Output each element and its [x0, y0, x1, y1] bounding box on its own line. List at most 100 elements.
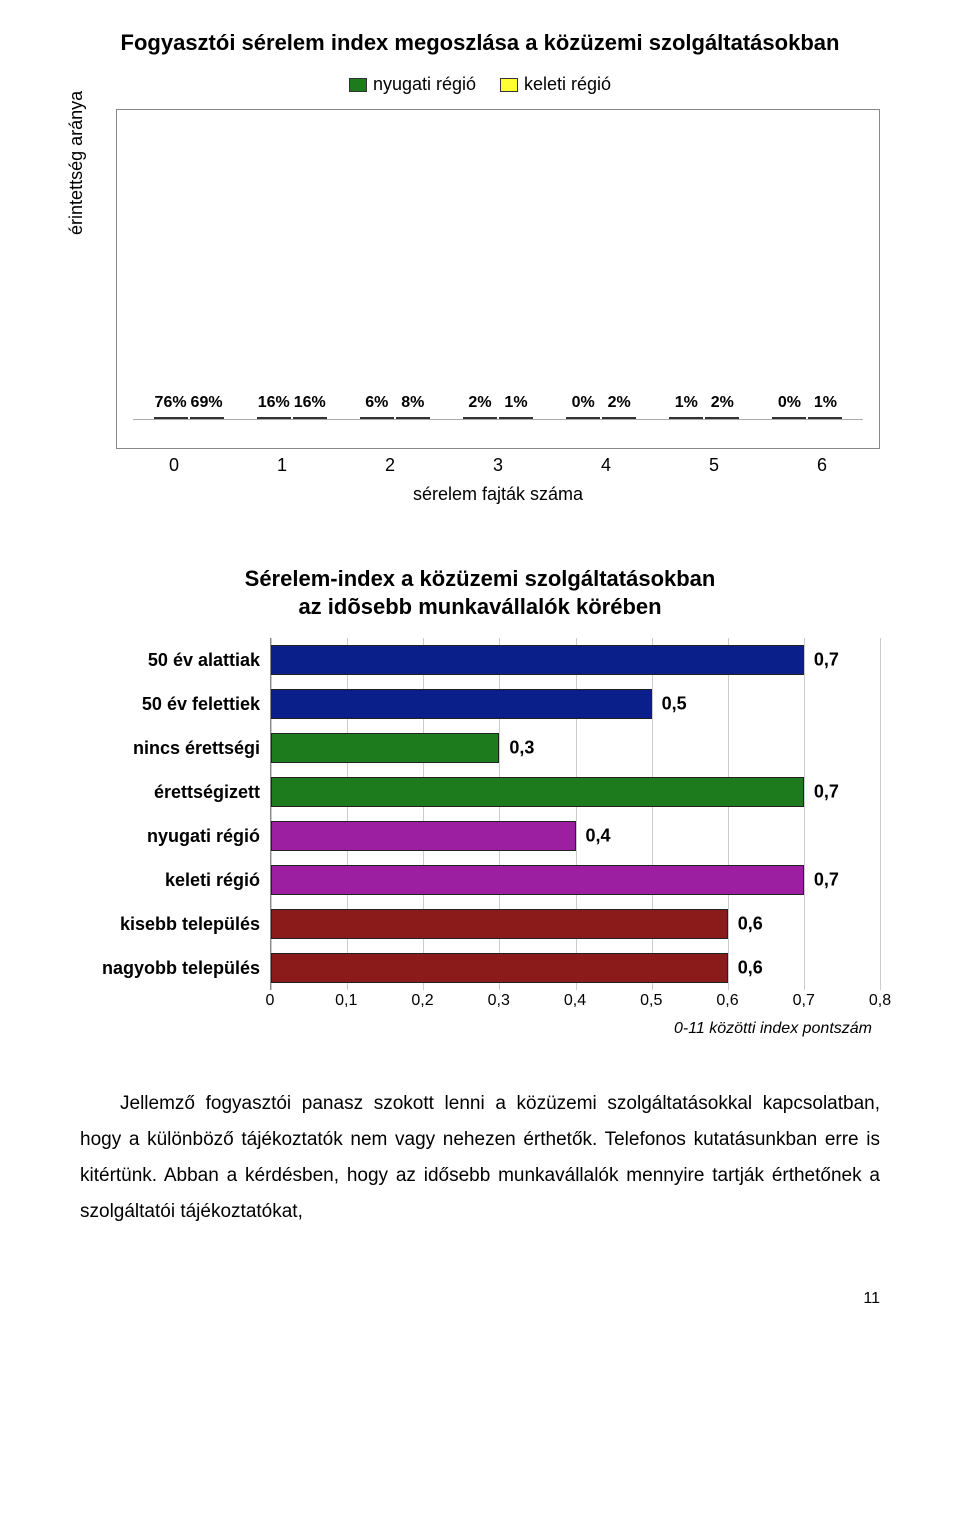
chart1-bar-label: 2% — [468, 394, 491, 412]
chart1-group: 6%8% — [343, 417, 446, 419]
chart2-row: nagyobb település — [80, 946, 270, 990]
chart2-title: Sérelem-index a közüzemi szolgáltatásokb… — [80, 565, 880, 620]
chart2-x-tick: 0,5 — [640, 992, 662, 1010]
chart2-bar-value: 0,7 — [814, 650, 839, 671]
chart1-bar-label: 2% — [608, 394, 631, 412]
body-paragraph: Jellemző fogyasztói panasz szokott lenni… — [80, 1086, 880, 1230]
chart1-bar-label: 16% — [258, 394, 290, 412]
chart1-bar: 6% — [360, 417, 394, 419]
chart2-bar-value: 0,6 — [738, 958, 763, 979]
chart1-bar: 1% — [499, 417, 533, 419]
chart1-bar-label: 1% — [814, 394, 837, 412]
chart1-bar-label: 8% — [401, 394, 424, 412]
chart2-x-tick: 0,2 — [411, 992, 433, 1010]
chart1-group: 0%1% — [756, 417, 859, 419]
chart1-x-tick: 3 — [444, 455, 552, 476]
chart2-row: keleti régió — [80, 858, 270, 902]
chart1-bar: 8% — [396, 417, 430, 419]
chart1-bar: 76% — [154, 417, 188, 419]
chart2-x-tick: 0 — [266, 992, 275, 1010]
chart2-category-label: keleti régió — [80, 870, 270, 891]
chart2-title-line1: Sérelem-index a közüzemi szolgáltatásokb… — [245, 566, 716, 591]
chart2-category-label: kisebb település — [80, 914, 270, 935]
chart2-bar: 0,7 — [271, 865, 804, 895]
chart2-x-tick: 0,3 — [488, 992, 510, 1010]
chart1-bar: 16% — [257, 417, 291, 419]
chart1-bar-label: 2% — [711, 394, 734, 412]
chart2-bar-value: 0,3 — [509, 738, 534, 759]
chart1-bar: 0% — [566, 417, 600, 419]
chart2-row: kisebb település — [80, 902, 270, 946]
chart2-bar: 0,7 — [271, 777, 804, 807]
chart2-bar-value: 0,5 — [662, 694, 687, 715]
chart-2: Sérelem-index a közüzemi szolgáltatásokb… — [80, 565, 880, 1038]
chart2-bar: 0,5 — [271, 689, 652, 719]
chart2-x-tick: 0,1 — [335, 992, 357, 1010]
chart1-x-tick: 5 — [660, 455, 768, 476]
chart2-bar-value: 0,6 — [738, 914, 763, 935]
chart2-gridline — [880, 638, 881, 990]
chart1-bar-label: 6% — [365, 394, 388, 412]
chart1-group: 76%69% — [137, 417, 240, 419]
chart1-bar-label: 69% — [191, 394, 223, 412]
chart2-bar-value: 0,4 — [585, 826, 610, 847]
legend-swatch-keleti — [500, 78, 518, 92]
chart2-category-label: nincs érettségi — [80, 738, 270, 759]
chart1-bar: 69% — [190, 417, 224, 419]
chart1-bar: 2% — [705, 417, 739, 419]
chart2-body: 50 év alattiak 50 év felettiek nincs érett… — [80, 638, 880, 990]
chart2-bar-value: 0,7 — [814, 782, 839, 803]
chart2-row: nincs érettségi — [80, 726, 270, 770]
legend-item-keleti: keleti régió — [500, 74, 611, 95]
chart1-x-tick: 4 — [552, 455, 660, 476]
chart2-category-col: 50 év alattiak 50 év felettiek nincs érett… — [80, 638, 270, 990]
chart1-group: 2%1% — [446, 417, 549, 419]
chart1-x-tick: 1 — [228, 455, 336, 476]
legend-swatch-nyugati — [349, 78, 367, 92]
chart1-x-categories: 0123456 — [116, 455, 880, 476]
chart-1: Fogyasztói sérelem index megoszlása a kö… — [80, 30, 880, 505]
chart2-x-tick: 0,4 — [564, 992, 586, 1010]
chart1-bar-label: 76% — [155, 394, 187, 412]
chart2-x-ticks: 00,10,20,30,40,50,60,70,8 — [270, 990, 880, 1014]
chart2-plot-area: 0,7 0,5 0,3 0,7 0,4 0,7 0,6 0,6 — [270, 638, 880, 990]
chart2-category-label: nagyobb település — [80, 958, 270, 979]
chart1-x-tick: 0 — [120, 455, 228, 476]
chart1-x-tick: 6 — [768, 455, 876, 476]
chart1-group: 0%2% — [550, 417, 653, 419]
chart1-legend: nyugati régió keleti régió — [80, 74, 880, 95]
chart1-group: 16%16% — [240, 417, 343, 419]
chart2-gridline — [728, 638, 729, 990]
chart1-group: 1%2% — [653, 417, 756, 419]
chart1-xlabel: sérelem fajták száma — [116, 484, 880, 505]
chart2-x-tick: 0,8 — [869, 992, 891, 1010]
chart2-x-tick: 0,6 — [716, 992, 738, 1010]
chart1-bar-label: 0% — [572, 394, 595, 412]
chart1-title: Fogyasztói sérelem index megoszlása a kö… — [80, 30, 880, 56]
legend-item-nyugati: nyugati régió — [349, 74, 476, 95]
chart1-bar: 0% — [772, 417, 806, 419]
chart2-row: nyugati régió — [80, 814, 270, 858]
page-number: 11 — [80, 1290, 880, 1308]
chart2-gridline — [804, 638, 805, 990]
chart1-ylabel: érintettség aránya — [66, 91, 87, 235]
chart2-title-line2: az idõsebb munkavállalók körében — [298, 594, 661, 619]
chart2-row: 50 év felettiek — [80, 682, 270, 726]
chart2-category-label: 50 év felettiek — [80, 694, 270, 715]
chart2-category-label: 50 év alattiak — [80, 650, 270, 671]
chart2-bar: 0,3 — [271, 733, 499, 763]
chart2-x-tick: 0,7 — [793, 992, 815, 1010]
chart1-bar-label: 1% — [504, 394, 527, 412]
chart1-bar-label: 0% — [778, 394, 801, 412]
chart2-row: 50 év alattiak — [80, 638, 270, 682]
chart2-xlabel: 0-11 közötti index pontszám — [80, 1020, 880, 1038]
chart1-bar-label: 16% — [294, 394, 326, 412]
chart1-bar: 2% — [602, 417, 636, 419]
chart1-bar: 2% — [463, 417, 497, 419]
chart2-row: érettségizett — [80, 770, 270, 814]
chart2-bar: 0,6 — [271, 953, 728, 983]
chart1-x-tick: 2 — [336, 455, 444, 476]
chart1-bar: 16% — [293, 417, 327, 419]
legend-label-keleti: keleti régió — [524, 74, 611, 95]
chart1-bar-label: 1% — [675, 394, 698, 412]
